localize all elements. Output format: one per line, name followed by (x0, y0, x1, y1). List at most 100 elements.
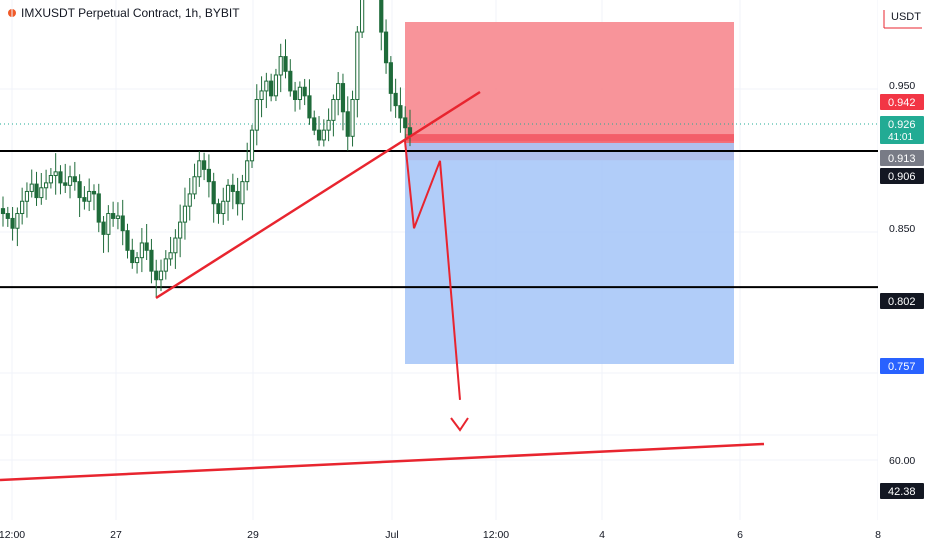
x-tick-label: 27 (110, 529, 122, 541)
candle (379, 0, 384, 51)
candle (283, 39, 288, 79)
candle (393, 78, 398, 118)
candle-body (125, 230, 130, 251)
candle-body (312, 117, 317, 131)
candle-body (144, 242, 149, 251)
candle-body (24, 190, 30, 202)
price-label-box (880, 483, 924, 499)
price-axis-bg (878, 0, 932, 550)
price-label-box (880, 358, 924, 374)
candle-body (72, 176, 77, 183)
candle (149, 238, 154, 284)
candle (77, 174, 82, 217)
x-tick-label: 8 (875, 529, 881, 541)
candle-body (139, 242, 144, 259)
candle-body (331, 99, 336, 121)
candle (63, 163, 68, 194)
candle (336, 72, 341, 116)
candle-body (360, 0, 365, 33)
candle-body (249, 129, 255, 162)
candle-body (316, 129, 322, 141)
currency-label: USDT (891, 11, 921, 23)
price-label-box (880, 293, 924, 309)
price-label-text: 0.757 (888, 361, 916, 373)
candle (206, 154, 211, 198)
candle (269, 73, 274, 102)
candle (53, 153, 58, 195)
x-tick-label: 12:00 (483, 529, 509, 541)
candle-body (134, 257, 140, 264)
candle-body (336, 83, 341, 101)
candle (326, 108, 331, 142)
candle (240, 174, 245, 221)
candle-body (206, 168, 211, 183)
candle-body (178, 221, 183, 239)
candle (67, 165, 73, 199)
x-tick-label: 29 (247, 529, 259, 541)
price-label-text: 0.942 (888, 97, 916, 109)
candle (273, 68, 279, 102)
candle (178, 204, 183, 258)
candle-body (34, 183, 39, 199)
candle-body (326, 119, 331, 131)
candle-body (202, 160, 207, 170)
candle-body (197, 160, 202, 178)
candle (120, 199, 125, 246)
candle (216, 198, 221, 224)
time-axis-bg (0, 520, 932, 550)
candle (187, 178, 192, 221)
candle (230, 173, 235, 210)
candle (340, 73, 346, 131)
price-label-text: 0.913 (888, 153, 916, 165)
candle-body (106, 213, 111, 235)
candle (302, 78, 307, 106)
candle-body (379, 0, 384, 33)
price-label-text: 0.906 (888, 171, 916, 183)
candle (10, 207, 15, 241)
candle (355, 26, 360, 118)
candle-body (87, 190, 92, 202)
candle-body (15, 213, 20, 229)
candle-body (63, 182, 68, 186)
price-label-box (880, 168, 924, 184)
candle (20, 187, 25, 225)
candle-body (149, 249, 154, 272)
candle-body (43, 182, 49, 189)
y-tick-upper: 0.850 (889, 223, 915, 235)
price-label-text: 0.802 (888, 296, 916, 308)
symbol-title: IMXUSDT Perpetual Contract, 1h, BYBIT (21, 6, 240, 20)
candle (130, 238, 135, 269)
candle (87, 178, 92, 212)
candle (249, 124, 255, 168)
candle-body (82, 197, 87, 202)
candle-body (245, 160, 250, 183)
candle (39, 172, 44, 205)
candle-body (158, 270, 164, 281)
candle-body (115, 215, 121, 219)
candle (106, 205, 111, 253)
candle-body (20, 200, 25, 215)
y-tick-upper: 0.950 (889, 80, 915, 92)
candle-body (321, 129, 326, 141)
candle-body (297, 86, 302, 101)
candle (297, 81, 302, 110)
candle (398, 87, 403, 133)
candle (331, 94, 336, 137)
candle-body (29, 183, 34, 192)
candle-body (235, 190, 240, 205)
candle-body (0, 208, 6, 215)
candle-body (288, 70, 293, 92)
candle-body (53, 171, 58, 177)
price-label-text: 0.926 (888, 119, 916, 131)
candle-body (130, 249, 135, 264)
candle-body (302, 86, 307, 97)
candle (101, 216, 106, 253)
candle (254, 84, 259, 146)
candle (316, 116, 322, 147)
candle-body (182, 205, 188, 223)
candle (292, 81, 298, 112)
candle (134, 252, 140, 274)
candle (259, 76, 264, 118)
